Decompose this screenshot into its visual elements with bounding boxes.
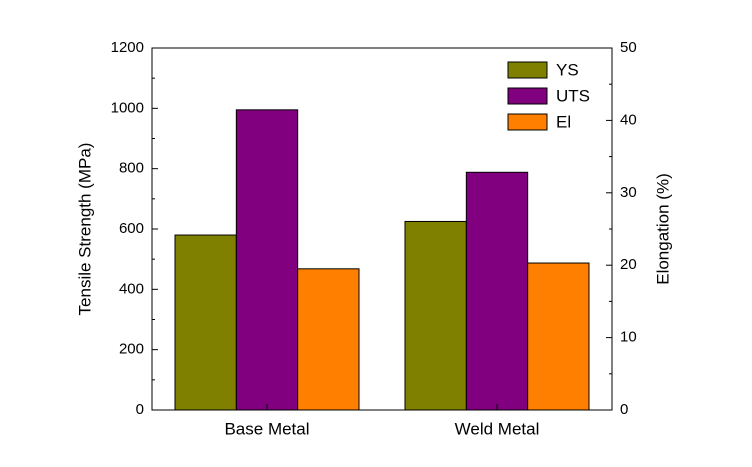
x-tick-label: Base Metal — [224, 419, 309, 438]
bar — [404, 220, 467, 411]
legend-label: UTS — [556, 86, 590, 105]
legend-swatch — [507, 87, 548, 105]
y2-tick-label: 10 — [620, 329, 637, 346]
y-tick-label: 200 — [119, 341, 144, 358]
y-axis-label: Tensile Strength (MPa) — [75, 143, 94, 316]
legend-label: El — [556, 112, 571, 131]
legend-swatch — [507, 113, 548, 131]
legend-swatch — [507, 61, 548, 79]
y-tick-label: 600 — [119, 220, 144, 237]
bar — [527, 262, 590, 411]
legend-label: YS — [556, 60, 579, 79]
y2-axis-label: Elongation (%) — [653, 173, 672, 285]
x-tick-label: Weld Metal — [455, 419, 540, 438]
y2-tick-label: 40 — [620, 111, 637, 128]
y-tick-label: 1200 — [111, 39, 144, 56]
bar — [235, 109, 299, 411]
y2-tick-label: 50 — [620, 39, 637, 56]
y2-tick-label: 30 — [620, 184, 637, 201]
y2-tick-label: 20 — [620, 256, 637, 273]
y-tick-label: 400 — [119, 280, 144, 297]
y-tick-label: 800 — [119, 160, 144, 177]
bar — [174, 234, 237, 411]
bar — [297, 268, 360, 411]
y2-tick-label: 0 — [620, 401, 628, 418]
bar — [465, 171, 529, 411]
y-tick-label: 1000 — [111, 99, 144, 116]
y-tick-label: 0 — [136, 401, 144, 418]
